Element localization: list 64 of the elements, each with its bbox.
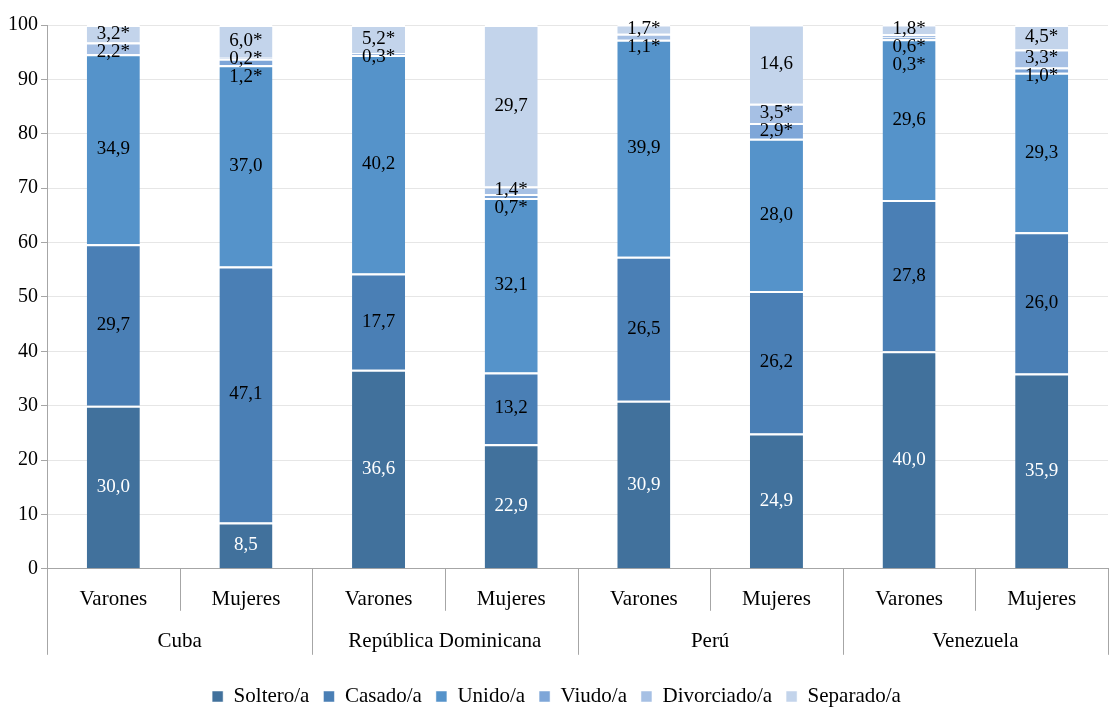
- data-label: 3,5*: [759, 101, 794, 123]
- y-tick-label: 20: [18, 447, 38, 470]
- data-label: 30,0: [96, 474, 130, 496]
- legend-label: Casado/a: [344, 683, 423, 708]
- y-tick-label: 60: [18, 229, 38, 252]
- data-label: 24,9: [759, 488, 794, 510]
- data-label: 1,7*: [627, 17, 661, 39]
- y-tick-label: 80: [18, 121, 38, 144]
- data-label: 0,3*: [892, 53, 926, 75]
- y-tick-label: 100: [8, 12, 38, 35]
- data-label: 34,9: [96, 137, 130, 159]
- y-tick-label: 90: [18, 66, 38, 89]
- data-label: 40,2: [361, 152, 396, 174]
- data-label: 29,3: [1025, 140, 1059, 162]
- data-label: 1,8*: [892, 17, 926, 39]
- data-label: 27,8: [892, 263, 926, 285]
- legend-label: Viudo/a: [560, 683, 628, 708]
- x-tick-label: Varones: [875, 585, 943, 610]
- data-label: 39,9: [627, 136, 661, 158]
- data-label: 5,2*: [361, 27, 396, 49]
- text: Venezuela: [932, 628, 1020, 653]
- data-label: 3,2*: [96, 21, 130, 43]
- legend-label: Unido/a: [457, 683, 526, 708]
- data-label: 30,9: [627, 472, 661, 494]
- data-label: 29,6: [892, 107, 926, 129]
- data-label: 14,6: [759, 52, 794, 74]
- x-tick-label: Mujeres: [476, 585, 546, 610]
- data-label: 47,1: [229, 382, 263, 404]
- data-label: 35,9: [1025, 458, 1059, 480]
- x-tick-label: Mujeres: [211, 585, 281, 610]
- data-label: 3,3*: [1025, 46, 1059, 68]
- data-label: 29,7: [494, 93, 528, 115]
- data-label: 13,2: [494, 396, 528, 418]
- data-label: 26,0: [1025, 290, 1059, 312]
- data-label: 6,0*: [229, 29, 263, 51]
- y-tick-label: 70: [18, 175, 38, 198]
- data-label: 22,9: [494, 494, 528, 516]
- data-label: 4,5*: [1025, 25, 1059, 47]
- text: Perú: [690, 628, 730, 653]
- y-tick-label: 30: [18, 392, 38, 415]
- x-tick-label: Mujeres: [1007, 585, 1077, 610]
- data-label: 36,6: [361, 457, 396, 479]
- data-label: 32,1: [494, 273, 528, 295]
- data-label: 17,7: [361, 309, 396, 331]
- data-label: 26,2: [759, 350, 794, 372]
- x-tick-label: Mujeres: [742, 585, 811, 610]
- data-label: 28,0: [759, 202, 794, 224]
- legend-label: Soltero/a: [233, 683, 311, 708]
- text: República Dominicana: [348, 628, 543, 653]
- legend-label: Separado/a: [807, 683, 902, 708]
- data-label: 26,5: [627, 316, 661, 338]
- y-tick-label: 10: [18, 501, 38, 524]
- y-tick-label: 40: [18, 338, 38, 361]
- text: Cuba: [157, 628, 203, 653]
- y-tick-label: 0: [28, 556, 38, 579]
- legend-label: Divorciado/a: [662, 683, 773, 708]
- y-tick-label: 50: [18, 284, 38, 307]
- data-label: 40,0: [892, 447, 926, 469]
- x-tick-label: Varones: [344, 585, 413, 610]
- data-label: 8,5: [234, 533, 258, 555]
- x-tick-label: Varones: [609, 585, 678, 610]
- data-label: 29,7: [96, 312, 130, 334]
- data-label: 37,0: [229, 153, 263, 175]
- x-tick-label: Varones: [79, 585, 148, 610]
